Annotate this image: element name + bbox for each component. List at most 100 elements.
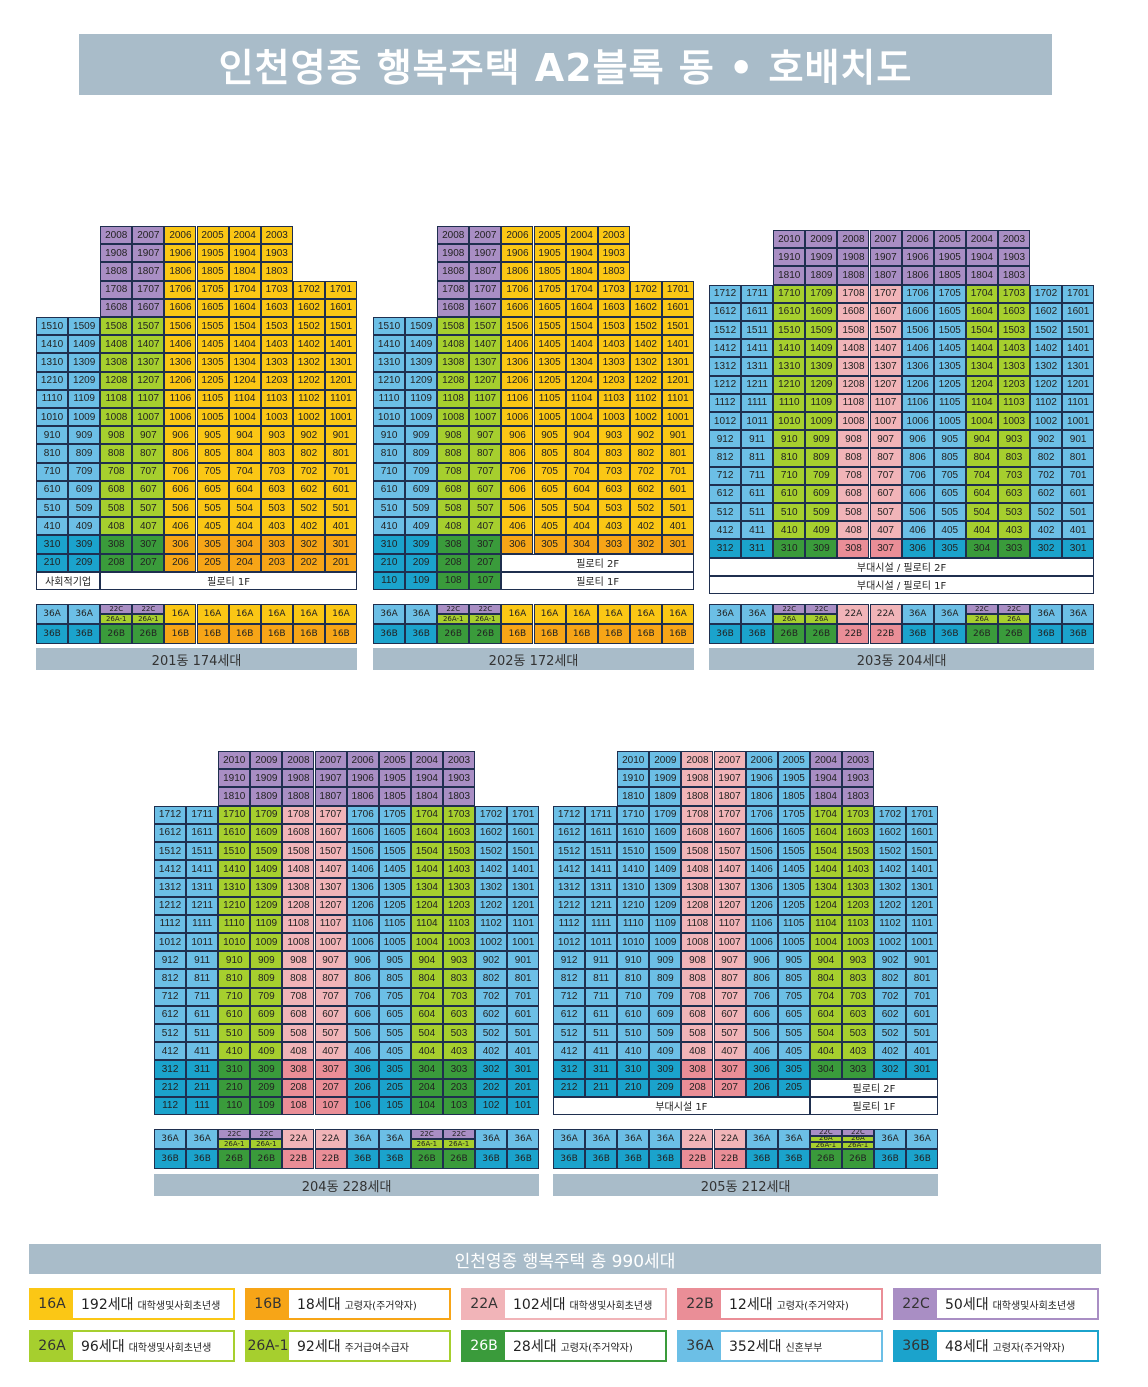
unit-cell: 605 xyxy=(777,1005,810,1024)
facility-note: 필로티 2F xyxy=(809,1078,939,1097)
unit-cell: 1309 xyxy=(250,878,283,897)
unit-cell: 703 xyxy=(997,466,1030,485)
unit-cell: 1510 xyxy=(218,842,251,861)
unit-cell: 2003 xyxy=(442,751,475,770)
unit-cell: 1702 xyxy=(629,280,662,299)
legend-count: 48세대 xyxy=(945,1339,989,1355)
unit-cell: 1905 xyxy=(533,244,566,263)
unit-cell: 1210 xyxy=(617,896,650,915)
unit-cell: 2003 xyxy=(841,751,874,770)
type-strip-cell: 36A xyxy=(901,604,934,624)
unit-cell: 505 xyxy=(777,1024,810,1043)
unit-cell: 304 xyxy=(809,1060,842,1079)
unit-cell: 208 xyxy=(681,1078,714,1097)
unit-cell: 306 xyxy=(346,1060,379,1079)
unit-cell: 502 xyxy=(292,499,325,518)
unit-cell: 1605 xyxy=(378,823,411,842)
unit-cell: 1201 xyxy=(661,371,694,390)
unit-cell: 407 xyxy=(869,521,902,540)
unit-cell: 2009 xyxy=(649,751,682,770)
unit-cell: 1504 xyxy=(965,321,998,340)
unit-cell: 510 xyxy=(773,503,806,522)
unit-cell: 1710 xyxy=(773,284,806,303)
unit-cell: 1211 xyxy=(186,896,219,915)
unit-cell: 1010 xyxy=(218,933,251,952)
unit-cell: 706 xyxy=(346,987,379,1006)
unit-cell: 301 xyxy=(324,535,357,554)
unit-cell: 205 xyxy=(378,1078,411,1097)
type-strip-cell: 36A xyxy=(36,604,69,624)
unit-cell: 401 xyxy=(324,517,357,536)
legend-item: 26B 28세대 고령자(주거약자) xyxy=(461,1330,667,1362)
unit-cell: 405 xyxy=(777,1042,810,1061)
unit-cell: 1305 xyxy=(777,878,810,897)
unit-cell: 1705 xyxy=(378,805,411,824)
unit-cell: 602 xyxy=(292,480,325,499)
unit-cell: 911 xyxy=(186,951,219,970)
unit-cell: 1810 xyxy=(617,787,650,806)
unit-cell: 1905 xyxy=(378,769,411,788)
unit-cell: 1705 xyxy=(533,280,566,299)
type-strip-cell: 36B xyxy=(378,1149,411,1169)
unit-cell: 701 xyxy=(507,987,540,1006)
unit-cell: 1602 xyxy=(292,298,325,317)
unit-cell: 1312 xyxy=(154,878,187,897)
unit-cell: 1403 xyxy=(442,860,475,879)
unit-cell: 404 xyxy=(965,521,998,540)
unit-cell: 402 xyxy=(292,517,325,536)
unit-cell: 1107 xyxy=(132,389,165,408)
unit-cell: 209 xyxy=(250,1078,283,1097)
unit-cell: 509 xyxy=(805,503,838,522)
unit-cell: 708 xyxy=(681,987,714,1006)
unit-cell: 1903 xyxy=(597,244,630,263)
unit-cell: 807 xyxy=(869,448,902,467)
unit-cell: 1806 xyxy=(901,266,934,285)
unit-cell: 1107 xyxy=(469,389,502,408)
unit-cell: 1608 xyxy=(681,823,714,842)
unit-cell: 612 xyxy=(154,1005,187,1024)
unit-cell: 404 xyxy=(809,1042,842,1061)
unit-cell: 809 xyxy=(250,969,283,988)
unit-cell: 802 xyxy=(1030,448,1063,467)
unit-cell: 1107 xyxy=(869,393,902,412)
unit-cell: 1102 xyxy=(475,914,508,933)
legend-count: 352세대 xyxy=(729,1339,782,1355)
unit-cell: 410 xyxy=(373,517,406,536)
unit-cell: 1808 xyxy=(437,262,470,281)
type-strip-cell: 16A xyxy=(533,604,566,624)
unit-cell: 707 xyxy=(713,987,746,1006)
unit-cell: 410 xyxy=(218,1042,251,1061)
unit-cell: 1003 xyxy=(442,933,475,952)
type-strip-cell: 36A xyxy=(507,1129,540,1149)
unit-cell: 1205 xyxy=(533,371,566,390)
unit-cell: 1509 xyxy=(68,317,101,336)
unit-cell: 1807 xyxy=(469,262,502,281)
legend-item: 22B 12세대 고령자(주거약자) xyxy=(677,1288,883,1320)
unit-cell: 1407 xyxy=(469,335,502,354)
unit-cell: 1411 xyxy=(186,860,219,879)
unit-cell: 408 xyxy=(100,517,133,536)
unit-cell: 1006 xyxy=(901,412,934,431)
unit-cell: 1807 xyxy=(713,787,746,806)
unit-cell: 1204 xyxy=(965,375,998,394)
type-strip-cell: 36B xyxy=(777,1149,810,1169)
type-strip-cell: 36A xyxy=(745,1129,778,1149)
unit-cell: 1609 xyxy=(805,302,838,321)
unit-cell: 502 xyxy=(475,1024,508,1043)
legend-code: 36B xyxy=(895,1332,937,1360)
unit-cell: 309 xyxy=(250,1060,283,1079)
unit-cell: 312 xyxy=(553,1060,586,1079)
unit-cell: 1907 xyxy=(713,769,746,788)
type-strip-cell: 16B xyxy=(533,624,566,644)
unit-cell: 1307 xyxy=(314,878,347,897)
unit-cell: 1703 xyxy=(442,805,475,824)
unit-cell: 1603 xyxy=(442,823,475,842)
unit-cell: 109 xyxy=(250,1096,283,1115)
type-strip-cell: 16A xyxy=(501,604,534,624)
unit-cell: 1603 xyxy=(597,298,630,317)
unit-cell: 1202 xyxy=(874,896,907,915)
unit-cell: 1703 xyxy=(260,280,293,299)
unit-cell: 709 xyxy=(649,987,682,1006)
type-strip-cell: 22C xyxy=(442,1129,475,1139)
unit-cell: 102 xyxy=(475,1096,508,1115)
